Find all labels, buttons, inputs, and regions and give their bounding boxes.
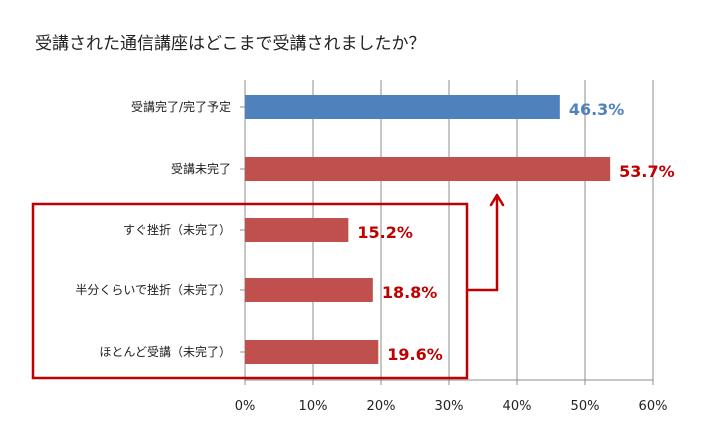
x-tick-label: 60% — [639, 399, 668, 414]
bar — [245, 95, 560, 119]
bar — [245, 278, 373, 302]
data-label: 46.3% — [569, 100, 625, 119]
labels: 0% 10% 20% 30% 40% 50% 60% 受講完了/完了予定 46.3% 受講未完了 5… — [75, 99, 674, 414]
chart-title: 受講された通信講座はどこまで受講されましたか？ — [35, 34, 426, 54]
category-label: ほとんど受講（未完了） — [99, 344, 231, 359]
category-label: 受講完了/完了予定 — [131, 99, 231, 114]
data-label: 53.7% — [619, 162, 675, 181]
data-label: 15.2% — [357, 223, 413, 242]
category-label: 受講未完了 — [171, 161, 231, 176]
data-label: 19.6% — [387, 345, 443, 364]
bar — [245, 157, 611, 181]
bars — [245, 95, 611, 364]
x-tick-label: 30% — [435, 399, 464, 414]
x-tick-label: 0% — [235, 399, 256, 414]
x-tick-label: 50% — [571, 399, 600, 414]
x-tick-label: 10% — [299, 399, 328, 414]
x-tick-label: 40% — [503, 399, 532, 414]
annotation-group — [31, 193, 505, 380]
category-label: すぐ挫折（未完了） — [123, 222, 231, 237]
bracket-arrow-line — [467, 197, 499, 292]
bar — [245, 218, 349, 242]
bar — [245, 340, 379, 364]
category-label: 半分くらいで挫折（未完了） — [75, 282, 231, 297]
arrow-head — [489, 193, 505, 207]
x-tick-label: 20% — [367, 399, 396, 414]
data-label: 18.8% — [382, 283, 438, 302]
